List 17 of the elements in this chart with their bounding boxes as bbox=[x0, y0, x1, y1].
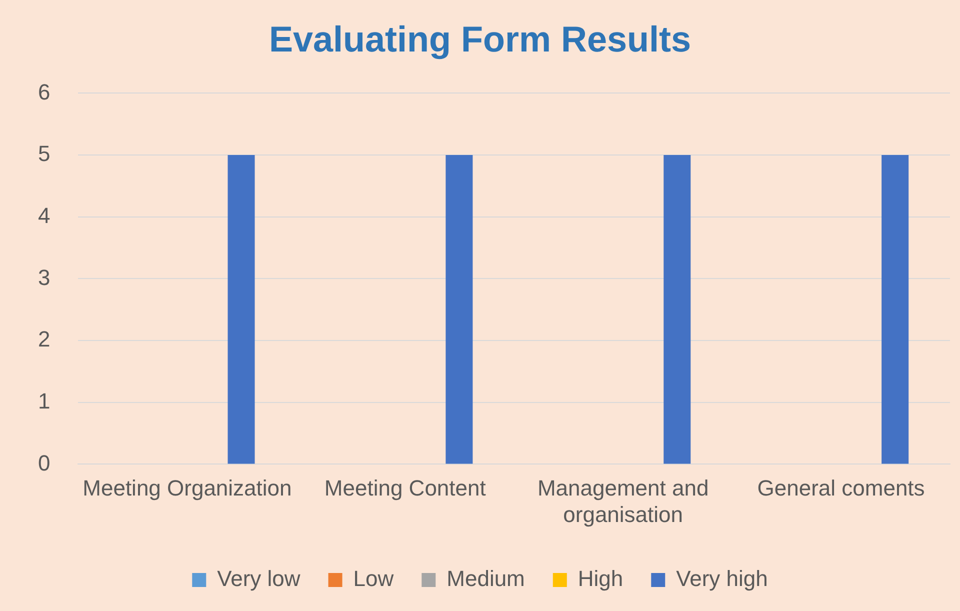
y-tick-label: 1 bbox=[38, 388, 50, 414]
legend-label: High bbox=[578, 566, 624, 592]
legend-label: Low bbox=[353, 566, 394, 592]
y-tick-label: 5 bbox=[38, 141, 50, 166]
x-tick-label: Meeting Content bbox=[324, 475, 486, 500]
legend-label: Very high bbox=[676, 566, 768, 592]
x-tick-label: Meeting Organization bbox=[82, 475, 292, 500]
y-tick-label: 0 bbox=[38, 450, 50, 476]
legend-label: Medium bbox=[446, 566, 525, 592]
x-tick-label: General coments bbox=[757, 475, 925, 500]
y-tick-label: 2 bbox=[38, 326, 50, 352]
y-tick-label: 4 bbox=[38, 202, 50, 228]
y-tick-label: 6 bbox=[38, 79, 50, 104]
x-tick-label: Management and organisation bbox=[537, 475, 709, 527]
chart-title: Evaluating Form Results bbox=[268, 18, 692, 60]
legend-label: Very low bbox=[217, 566, 300, 592]
y-tick-label: 3 bbox=[38, 264, 50, 290]
